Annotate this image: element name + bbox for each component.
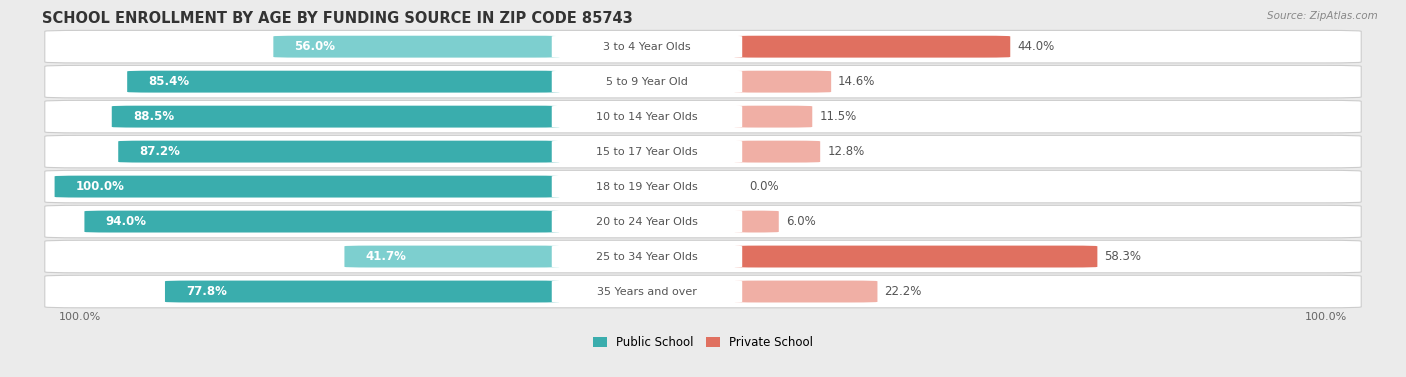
Text: 10 to 14 Year Olds: 10 to 14 Year Olds bbox=[596, 112, 697, 122]
Text: 35 Years and over: 35 Years and over bbox=[598, 287, 697, 297]
FancyBboxPatch shape bbox=[127, 71, 560, 93]
FancyBboxPatch shape bbox=[734, 280, 877, 302]
FancyBboxPatch shape bbox=[45, 275, 1361, 308]
FancyBboxPatch shape bbox=[165, 280, 560, 302]
Legend: Public School, Private School: Public School, Private School bbox=[588, 331, 818, 354]
Text: 56.0%: 56.0% bbox=[294, 40, 336, 53]
FancyBboxPatch shape bbox=[55, 176, 560, 198]
Text: 6.0%: 6.0% bbox=[786, 215, 815, 228]
FancyBboxPatch shape bbox=[734, 106, 813, 127]
Text: 14.6%: 14.6% bbox=[838, 75, 876, 88]
Text: 18 to 19 Year Olds: 18 to 19 Year Olds bbox=[596, 182, 697, 192]
FancyBboxPatch shape bbox=[45, 135, 1361, 168]
Text: 77.8%: 77.8% bbox=[186, 285, 226, 298]
FancyBboxPatch shape bbox=[734, 71, 831, 93]
Text: 100.0%: 100.0% bbox=[59, 312, 101, 322]
FancyBboxPatch shape bbox=[45, 65, 1361, 98]
Text: 94.0%: 94.0% bbox=[105, 215, 146, 228]
Text: 58.3%: 58.3% bbox=[1104, 250, 1142, 263]
Text: 5 to 9 Year Old: 5 to 9 Year Old bbox=[606, 77, 688, 87]
FancyBboxPatch shape bbox=[45, 240, 1361, 273]
FancyBboxPatch shape bbox=[551, 245, 742, 268]
FancyBboxPatch shape bbox=[734, 211, 779, 233]
Text: 25 to 34 Year Olds: 25 to 34 Year Olds bbox=[596, 251, 697, 262]
FancyBboxPatch shape bbox=[551, 141, 742, 162]
FancyBboxPatch shape bbox=[551, 106, 742, 127]
Text: 3 to 4 Year Olds: 3 to 4 Year Olds bbox=[603, 42, 690, 52]
Text: 22.2%: 22.2% bbox=[884, 285, 922, 298]
FancyBboxPatch shape bbox=[734, 245, 1097, 268]
Text: 88.5%: 88.5% bbox=[132, 110, 174, 123]
Text: 15 to 17 Year Olds: 15 to 17 Year Olds bbox=[596, 147, 697, 156]
FancyBboxPatch shape bbox=[111, 106, 560, 127]
FancyBboxPatch shape bbox=[551, 176, 742, 198]
Text: 41.7%: 41.7% bbox=[366, 250, 406, 263]
FancyBboxPatch shape bbox=[344, 245, 560, 268]
Text: 100.0%: 100.0% bbox=[76, 180, 125, 193]
FancyBboxPatch shape bbox=[551, 36, 742, 58]
FancyBboxPatch shape bbox=[118, 141, 560, 162]
FancyBboxPatch shape bbox=[45, 31, 1361, 63]
Text: SCHOOL ENROLLMENT BY AGE BY FUNDING SOURCE IN ZIP CODE 85743: SCHOOL ENROLLMENT BY AGE BY FUNDING SOUR… bbox=[42, 11, 633, 26]
FancyBboxPatch shape bbox=[45, 205, 1361, 238]
FancyBboxPatch shape bbox=[734, 36, 1011, 58]
Text: Source: ZipAtlas.com: Source: ZipAtlas.com bbox=[1267, 11, 1378, 21]
FancyBboxPatch shape bbox=[734, 141, 820, 162]
Text: 12.8%: 12.8% bbox=[827, 145, 865, 158]
FancyBboxPatch shape bbox=[45, 170, 1361, 203]
Text: 20 to 24 Year Olds: 20 to 24 Year Olds bbox=[596, 216, 697, 227]
Text: 87.2%: 87.2% bbox=[139, 145, 180, 158]
FancyBboxPatch shape bbox=[551, 280, 742, 302]
Text: 0.0%: 0.0% bbox=[749, 180, 779, 193]
Text: 100.0%: 100.0% bbox=[1305, 312, 1347, 322]
FancyBboxPatch shape bbox=[45, 100, 1361, 133]
Text: 44.0%: 44.0% bbox=[1018, 40, 1054, 53]
FancyBboxPatch shape bbox=[551, 71, 742, 93]
FancyBboxPatch shape bbox=[84, 211, 560, 233]
Text: 85.4%: 85.4% bbox=[148, 75, 190, 88]
FancyBboxPatch shape bbox=[551, 211, 742, 233]
FancyBboxPatch shape bbox=[273, 36, 560, 58]
Text: 11.5%: 11.5% bbox=[820, 110, 856, 123]
